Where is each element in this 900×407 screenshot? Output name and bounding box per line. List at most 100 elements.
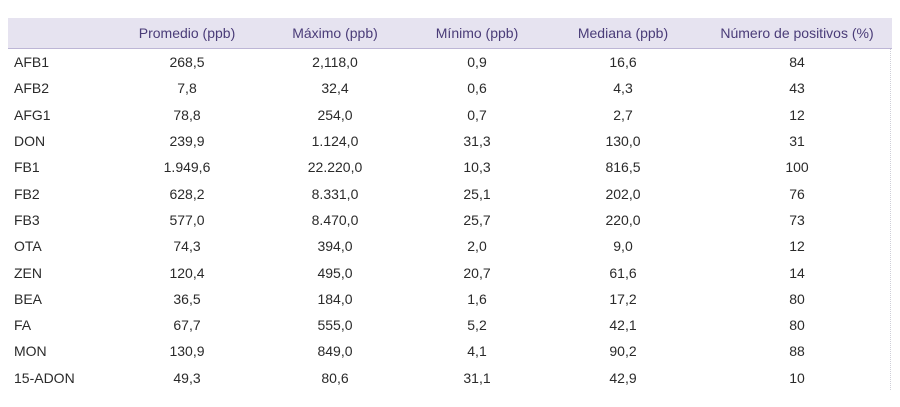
cell-maximo: 394,0 <box>317 238 353 255</box>
table-right-border <box>890 18 891 390</box>
cell-mediana: 90,2 <box>609 343 637 360</box>
cell-mediana: 816,5 <box>605 159 641 176</box>
cell-minimo: 5,2 <box>467 317 487 334</box>
table-row: BEA 36,5 184,0 1,6 17,2 80 <box>8 286 892 312</box>
cell-promedio: 268,5 <box>169 54 205 71</box>
cell-maximo: 849,0 <box>317 343 353 360</box>
cell-minimo: 2,0 <box>467 238 487 255</box>
header-cell-promedio: Promedio (ppb) <box>114 18 260 49</box>
cell-promedio: 74,3 <box>173 238 201 255</box>
cell-positivos: 73 <box>789 211 805 228</box>
cell-promedio: 239,9 <box>169 133 205 150</box>
cell-promedio: 49,3 <box>173 369 201 386</box>
cell-positivos: 10 <box>789 369 805 386</box>
cell-promedio: 628,2 <box>169 185 205 202</box>
cell-maximo: 1.124,0 <box>311 133 359 150</box>
cell-minimo: 4,1 <box>467 343 487 360</box>
table-row: AFG1 78,8 254,0 0,7 2,7 12 <box>8 102 892 128</box>
cell-positivos: 14 <box>789 264 805 281</box>
table-row: AFB1 268,5 2,118,0 0,9 16,6 84 <box>8 49 892 76</box>
cell-label: ZEN <box>14 264 42 281</box>
cell-maximo: 184,0 <box>317 290 353 307</box>
cell-promedio: 120,4 <box>169 264 205 281</box>
table-row: FB3 577,0 8.470,0 25,7 220,0 73 <box>8 207 892 233</box>
header-row: Promedio (ppb) Máximo (ppb) Mínimo (ppb)… <box>8 18 892 49</box>
cell-positivos: 12 <box>789 106 805 123</box>
cell-label: FB2 <box>14 185 40 202</box>
cell-maximo: 80,6 <box>321 369 349 386</box>
cell-minimo: 31,1 <box>463 369 491 386</box>
cell-maximo: 254,0 <box>317 106 353 123</box>
cell-label: AFB2 <box>14 80 50 97</box>
header-cell-maximo: Máximo (ppb) <box>260 18 410 49</box>
table-row: 15-ADON 49,3 80,6 31,1 42,9 10 <box>8 365 892 391</box>
cell-label: FB3 <box>14 211 40 228</box>
cell-minimo: 25,1 <box>463 185 491 202</box>
cell-mediana: 130,0 <box>605 133 641 150</box>
table-row: FB2 628,2 8.331,0 25,1 202,0 76 <box>8 180 892 206</box>
cell-mediana: 2,7 <box>613 106 633 123</box>
cell-label: 15-ADON <box>14 369 75 386</box>
cell-minimo: 0,6 <box>467 80 487 97</box>
cell-mediana: 16,6 <box>609 54 637 71</box>
cell-label: DON <box>14 133 46 150</box>
cell-minimo: 0,9 <box>467 54 487 71</box>
cell-mediana: 4,3 <box>613 80 633 97</box>
cell-positivos: 80 <box>789 317 805 334</box>
cell-minimo: 1,6 <box>467 290 487 307</box>
cell-maximo: 495,0 <box>317 264 353 281</box>
mycotoxin-table: Promedio (ppb) Máximo (ppb) Mínimo (ppb)… <box>8 18 892 391</box>
cell-positivos: 84 <box>789 54 805 71</box>
cell-minimo: 10,3 <box>463 159 491 176</box>
cell-positivos: 76 <box>789 185 805 202</box>
table-body: AFB1 268,5 2,118,0 0,9 16,6 84 AFB2 7,8 32,4 0,6 4… <box>8 49 892 391</box>
table-row: ZEN 120,4 495,0 20,7 61,6 14 <box>8 259 892 285</box>
cell-positivos: 80 <box>789 290 805 307</box>
cell-maximo: 555,0 <box>317 317 353 334</box>
cell-mediana: 9,0 <box>613 238 633 255</box>
table-row: AFB2 7,8 32,4 0,6 4,3 43 <box>8 75 892 101</box>
cell-maximo: 22.220,0 <box>307 159 363 176</box>
table-row: MON 130,9 849,0 4,1 90,2 88 <box>8 338 892 364</box>
cell-maximo: 8.470,0 <box>311 211 359 228</box>
cell-minimo: 25,7 <box>463 211 491 228</box>
cell-mediana: 42,1 <box>609 317 637 334</box>
cell-minimo: 31,3 <box>463 133 491 150</box>
cell-positivos: 100 <box>785 159 809 176</box>
cell-label: OTA <box>14 238 42 255</box>
cell-positivos: 12 <box>789 238 805 255</box>
cell-label: FB1 <box>14 159 40 176</box>
cell-label: AFG1 <box>14 106 51 123</box>
cell-minimo: 20,7 <box>463 264 491 281</box>
cell-mediana: 61,6 <box>609 264 637 281</box>
cell-promedio: 1.949,6 <box>163 159 211 176</box>
cell-promedio: 67,7 <box>173 317 201 334</box>
cell-promedio: 36,5 <box>173 290 201 307</box>
header-cell-positivos: Número de positivos (%) <box>702 18 892 49</box>
table-row: FA 67,7 555,0 5,2 42,1 80 <box>8 312 892 338</box>
cell-maximo: 32,4 <box>321 80 349 97</box>
cell-positivos: 88 <box>789 343 805 360</box>
cell-promedio: 130,9 <box>169 343 205 360</box>
cell-mediana: 17,2 <box>609 290 637 307</box>
cell-label: AFB1 <box>14 54 50 71</box>
cell-maximo: 8.331,0 <box>311 185 359 202</box>
table-row: DON 239,9 1.124,0 31,3 130,0 31 <box>8 128 892 154</box>
header-cell-label <box>8 18 114 49</box>
cell-positivos: 31 <box>789 133 805 150</box>
cell-mediana: 42,9 <box>609 369 637 386</box>
header-cell-mediana: Mediana (ppb) <box>544 18 702 49</box>
cell-promedio: 78,8 <box>173 106 201 123</box>
cell-label: MON <box>14 343 47 360</box>
cell-minimo: 0,7 <box>467 106 487 123</box>
header-cell-minimo: Mínimo (ppb) <box>410 18 544 49</box>
cell-positivos: 43 <box>789 80 805 97</box>
cell-promedio: 7,8 <box>177 80 197 97</box>
table-row: OTA 74,3 394,0 2,0 9,0 12 <box>8 233 892 259</box>
cell-promedio: 577,0 <box>169 211 205 228</box>
cell-label: FA <box>14 317 32 334</box>
table-row: FB1 1.949,6 22.220,0 10,3 816,5 100 <box>8 154 892 180</box>
cell-mediana: 202,0 <box>605 185 641 202</box>
cell-mediana: 220,0 <box>605 211 641 228</box>
